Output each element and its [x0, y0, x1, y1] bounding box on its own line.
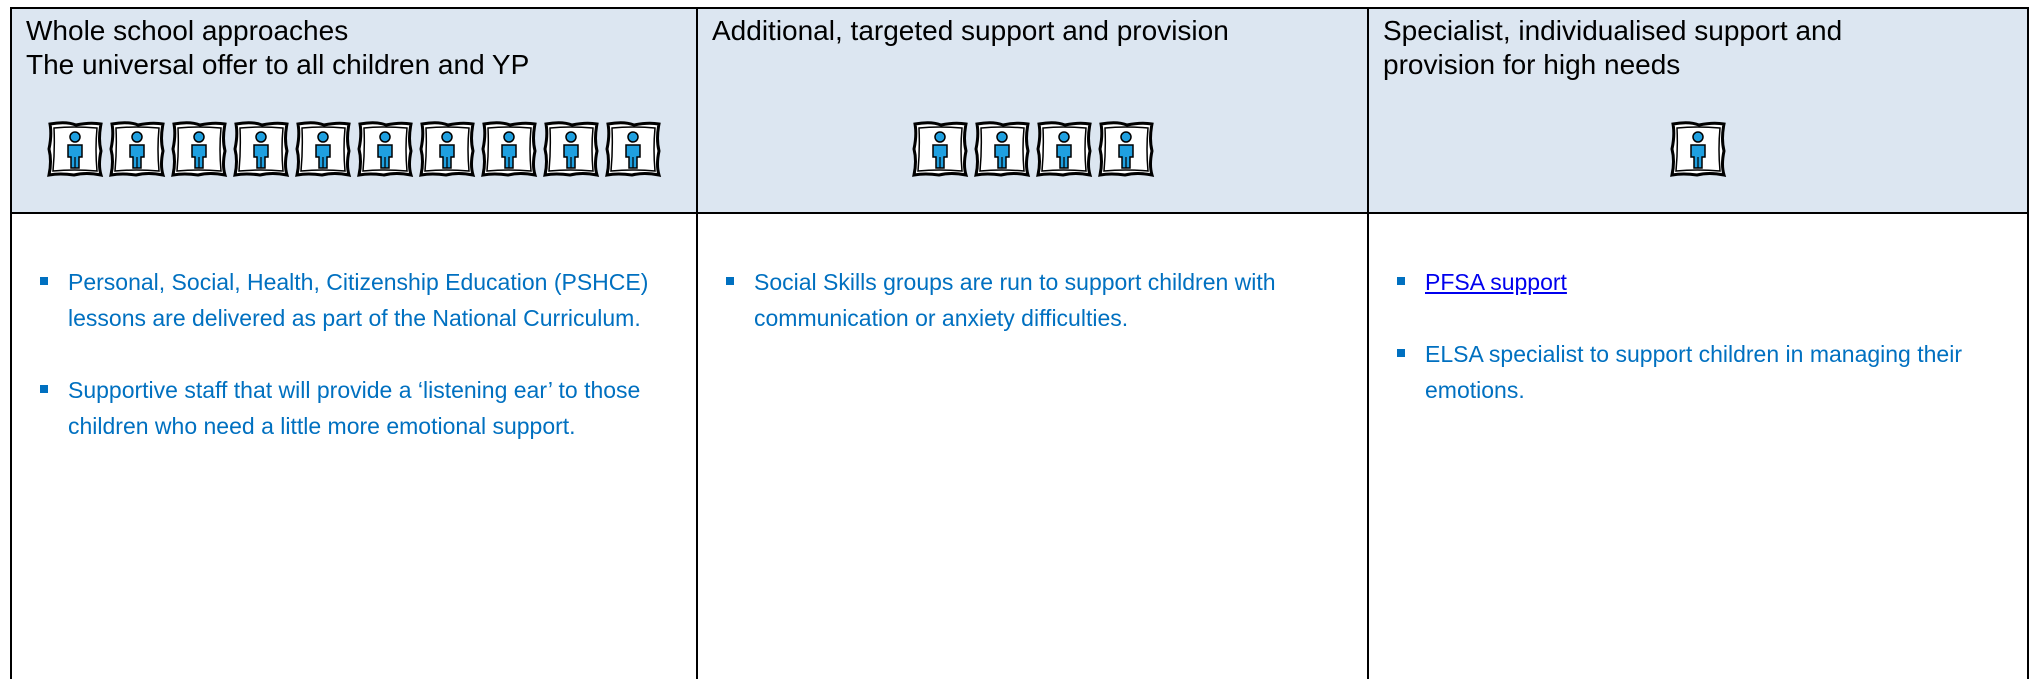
icon-row — [1369, 119, 2027, 179]
person-icon — [542, 119, 600, 179]
title-line: The universal offer to all children and … — [26, 49, 530, 80]
person-icon — [973, 119, 1031, 179]
column-title: Whole school approaches The universal of… — [12, 9, 696, 82]
column-body: Personal, Social, Health, Citizenship Ed… — [12, 214, 696, 444]
title-line: Specialist, individualised support and p… — [1383, 15, 1843, 80]
column-header: Additional, targeted support and provisi… — [698, 7, 1367, 214]
column-title: Specialist, individualised support and p… — [1369, 9, 2027, 82]
bullet-item: Personal, Social, Health, Citizenship Ed… — [26, 264, 676, 336]
person-icon — [356, 119, 414, 179]
icon-row — [12, 119, 696, 179]
column: Additional, targeted support and provisi… — [696, 7, 1367, 679]
column: Specialist, individualised support and p… — [1367, 7, 2029, 679]
column-title: Additional, targeted support and provisi… — [698, 9, 1367, 48]
person-icon — [170, 119, 228, 179]
column: Whole school approaches The universal of… — [10, 7, 696, 679]
bullet-list: Social Skills groups are run to support … — [712, 264, 1347, 336]
person-icon — [480, 119, 538, 179]
bullet-list: Personal, Social, Health, Citizenship Ed… — [26, 264, 676, 444]
column-header: Specialist, individualised support and p… — [1369, 7, 2027, 214]
bullet-item: Supportive staff that will provide a ‘li… — [26, 372, 676, 444]
person-icon — [911, 119, 969, 179]
title-line: Whole school approaches — [26, 15, 349, 46]
person-icon — [294, 119, 352, 179]
icon-row — [698, 119, 1367, 179]
bullet-item: Social Skills groups are run to support … — [712, 264, 1347, 336]
person-icon — [46, 119, 104, 179]
person-icon — [232, 119, 290, 179]
bullet-item: PFSA support — [1383, 264, 2007, 300]
bullet-item: ELSA specialist to support children in m… — [1383, 336, 2007, 408]
person-icon — [604, 119, 662, 179]
pfsa-link[interactable]: PFSA support — [1425, 269, 1567, 295]
column-body: PFSA support ELSA specialist to support … — [1369, 214, 2027, 408]
title-line: Additional, targeted support and provisi… — [712, 15, 1229, 46]
person-icon — [1669, 119, 1727, 179]
person-icon — [1097, 119, 1155, 179]
person-icon — [1035, 119, 1093, 179]
column-header: Whole school approaches The universal of… — [12, 7, 696, 214]
bullet-list: PFSA support ELSA specialist to support … — [1383, 264, 2007, 408]
person-icon — [418, 119, 476, 179]
person-icon — [108, 119, 166, 179]
column-body: Social Skills groups are run to support … — [698, 214, 1367, 336]
